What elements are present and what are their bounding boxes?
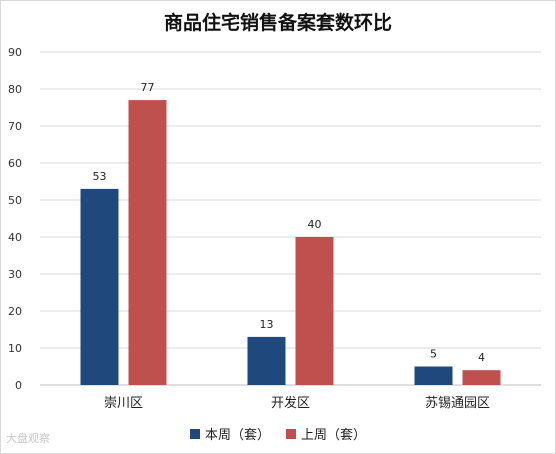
legend: 本周（套） 上周（套） bbox=[0, 424, 556, 443]
bar bbox=[414, 366, 453, 385]
legend-item-last-week: 上周（套） bbox=[286, 424, 366, 443]
y-tick-label: 10 bbox=[8, 342, 22, 355]
legend-swatch-this-week bbox=[189, 428, 200, 439]
bar bbox=[80, 188, 119, 385]
y-tick-label: 20 bbox=[8, 305, 22, 318]
y-tick-label: 0 bbox=[15, 379, 22, 392]
y-tick-label: 30 bbox=[8, 268, 22, 281]
data-label: 77 bbox=[141, 81, 155, 94]
data-label: 53 bbox=[93, 170, 107, 183]
y-tick-label: 50 bbox=[8, 194, 22, 207]
bar bbox=[295, 237, 334, 385]
x-tick-label: 崇川区 bbox=[104, 396, 143, 411]
legend-item-this-week: 本周（套） bbox=[189, 424, 270, 443]
x-tick-label: 开发区 bbox=[271, 395, 310, 411]
y-tick-label: 60 bbox=[8, 157, 22, 170]
legend-label-this-week: 本周（套） bbox=[204, 428, 270, 443]
data-label: 13 bbox=[260, 318, 274, 331]
bar bbox=[128, 100, 167, 385]
bar bbox=[462, 370, 501, 385]
data-label: 5 bbox=[430, 348, 437, 361]
x-tick-label: 苏锡通园区 bbox=[425, 395, 490, 411]
y-tick-label: 40 bbox=[8, 231, 22, 244]
chart-title: 商品住宅销售备案套数环比 bbox=[163, 12, 392, 34]
watermark: 大盘观察 bbox=[6, 432, 50, 445]
y-tick-label: 90 bbox=[8, 46, 22, 59]
y-tick-label: 70 bbox=[8, 120, 22, 133]
bar bbox=[247, 336, 286, 385]
data-label: 4 bbox=[478, 351, 485, 364]
y-tick-label: 80 bbox=[8, 83, 22, 96]
legend-label-last-week: 上周（套） bbox=[301, 428, 367, 443]
data-label: 40 bbox=[308, 218, 322, 231]
legend-swatch-last-week bbox=[286, 428, 296, 439]
